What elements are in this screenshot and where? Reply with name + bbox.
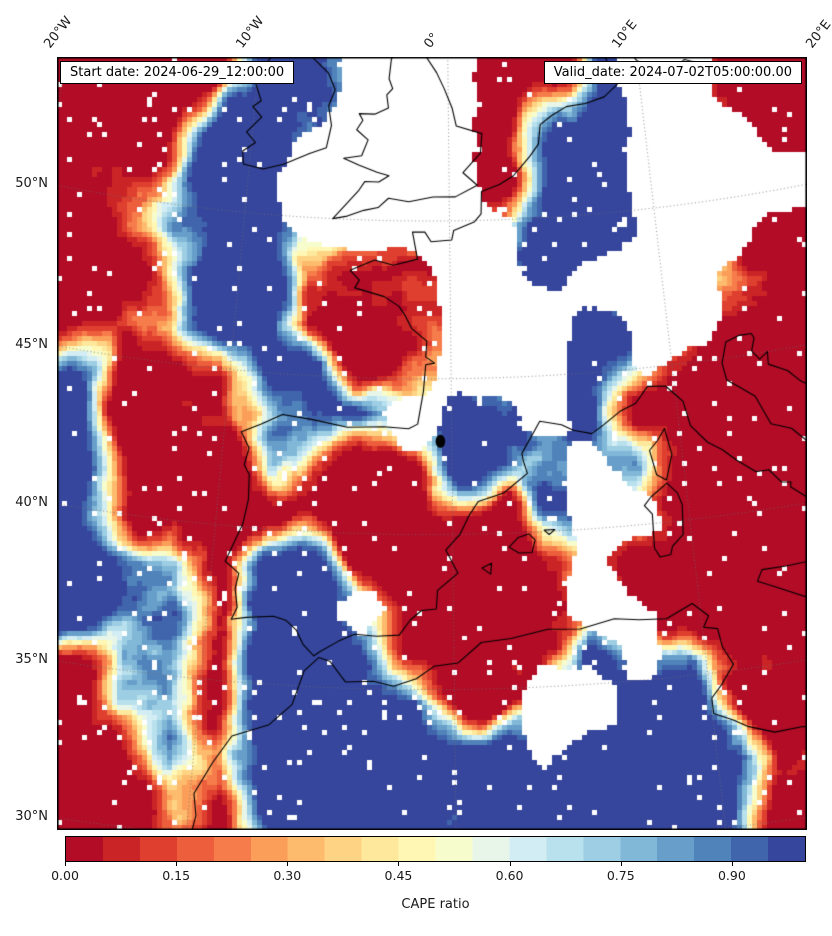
colorbar-tick-label-1: 0.15 (162, 868, 191, 883)
colorbar (65, 836, 806, 862)
colorbar-tick-label-0: 0.00 (51, 868, 79, 883)
lon-tick-label-0: 20°W (40, 13, 75, 52)
start-date-annotation: Start date: 2024-06-29_12:00:00 (60, 61, 295, 84)
lat-tick-label-4: 30°N (15, 809, 48, 825)
colorbar-axis-label: CAPE ratio (401, 897, 470, 912)
lon-tick-label-4: 20°E (803, 17, 832, 52)
colorbar-tick-label-6: 0.90 (717, 868, 746, 883)
lat-tick-label-2: 40°N (15, 494, 48, 510)
colorbar-tick-mark-0 (65, 862, 66, 866)
valid-date-annotation: Valid_date: 2024-07-02T05:00:00.00 (543, 61, 802, 84)
lon-tick-label-2: 0° (421, 30, 443, 52)
lon-tick-label-1: 10°W (232, 13, 267, 52)
colorbar-tick-label-2: 0.30 (273, 868, 302, 883)
map-canvas (57, 57, 807, 830)
lon-tick-label-3: 10°E (609, 17, 641, 52)
lat-tick-label-3: 35°N (15, 651, 48, 667)
colorbar-tick-mark-1 (176, 862, 178, 866)
colorbar-tick-label-3: 0.45 (384, 868, 413, 883)
colorbar-tick-mark-3 (398, 862, 400, 866)
lat-tick-label-1: 45°N (15, 336, 48, 352)
colorbar-tick-mark-2 (287, 862, 289, 866)
colorbar-tick-label-5: 0.75 (606, 868, 635, 883)
colorbar-tick-mark-4 (509, 862, 511, 866)
colorbar-tick-mark-6 (731, 862, 733, 866)
colorbar-tick-label-4: 0.60 (495, 868, 524, 883)
colorbar-tick-mark-5 (620, 862, 622, 866)
lat-tick-label-0: 50°N (15, 176, 48, 192)
